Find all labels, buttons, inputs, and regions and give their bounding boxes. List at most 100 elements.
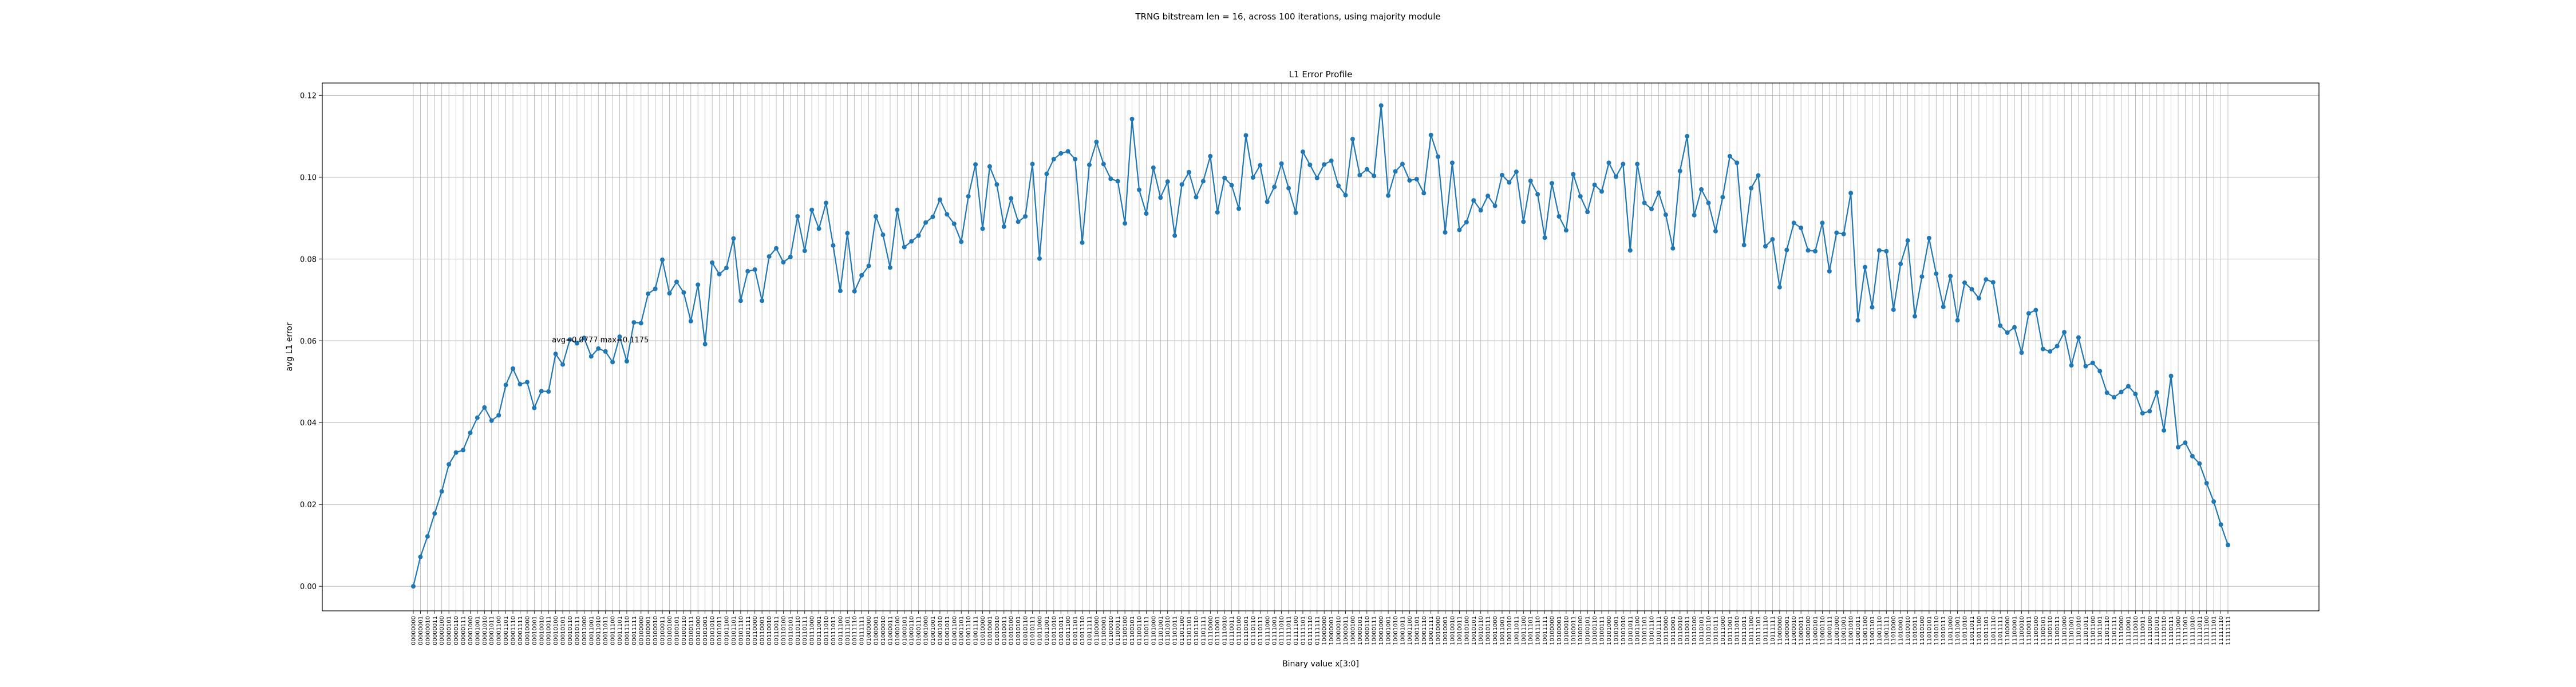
x-tick-label: 00011110 [624,616,630,645]
plot-frame [322,82,2320,611]
data-point [1905,238,1910,243]
x-tick-label: 11100011 [2026,616,2032,645]
x-tick-label: 01010111 [1030,616,1036,645]
x-tick-label: 11011011 [1969,616,1976,645]
data-point [1293,210,1298,215]
data-point [2154,390,2159,395]
data-point [1172,233,1178,238]
x-tick-label: 10000001 [1329,616,1335,645]
data-point [2140,410,2145,416]
x-tick-label: 11100010 [2019,616,2025,645]
x-tick-label: 00100010 [653,616,659,645]
data-point [1848,191,1854,196]
x-tick-label: 10011011 [1514,616,1520,645]
x-tick-label: 00001110 [511,616,517,645]
data-point [1777,285,1782,290]
x-tick-label: 11110111 [2168,616,2175,645]
data-point [511,366,516,371]
x-tick-label: 00100000 [638,616,645,645]
x-tick-label: 00000001 [418,616,424,645]
data-point [1428,132,1433,137]
grid-layer [322,83,2319,611]
x-tick-label: 01000100 [895,616,901,645]
data-point [411,584,416,589]
data-point [2104,390,2109,396]
data-point [1969,287,1974,292]
x-tick-label: 10100100 [1578,616,1584,645]
data-point [496,413,501,418]
data-point [1891,307,1896,312]
data-point [2211,499,2217,504]
data-point [1464,220,1469,225]
data-point [1357,172,1362,177]
data-point [2062,330,2067,335]
data-point [1542,235,1547,240]
x-tick-label: 11010011 [1913,616,1919,645]
x-tick-label: 10100111 [1599,616,1606,645]
x-tick-label: 10010110 [1478,616,1484,645]
x-tick-label: 10110100 [1692,616,1698,645]
x-tick-label: 01100111 [1144,616,1150,645]
data-point [1649,207,1654,212]
data-point [1841,231,1846,236]
x-tick-label: 01000011 [887,616,894,645]
x-tick-label: 10101001 [1613,616,1619,645]
data-point [1322,162,1327,167]
data-point [1984,277,1989,282]
x-tick-label: 00001111 [517,616,524,645]
x-tick-label: 11101010 [2076,616,2082,645]
x-tick-label: 01100100 [1123,616,1129,645]
data-point [1663,212,1668,218]
series-line [412,105,2229,587]
x-tick-label: 11001101 [1870,616,1876,645]
data-point [2162,428,2167,433]
data-point [2190,453,2195,459]
x-tick-label: 01101111 [1200,616,1207,645]
x-tick-label: 00010111 [574,616,580,645]
x-tick-label: 01101100 [1179,616,1186,645]
x-tick-label: 00011011 [603,616,609,645]
data-point [831,243,836,248]
data-point [2019,350,2024,356]
x-tick-label: 01101011 [1172,616,1179,645]
data-point [1250,175,1255,180]
data-point [781,260,786,265]
data-point [923,220,929,225]
x-tick-label: 00100111 [688,616,694,645]
data-point [1436,154,1441,159]
data-point [432,511,437,516]
data-point [1208,153,1213,159]
data-point [1144,211,1149,216]
data-point [909,239,914,244]
data-point [681,290,686,295]
x-tick-label: 11110011 [2140,616,2146,645]
x-tick-label: 00101100 [724,616,730,645]
data-point [731,236,736,241]
x-tick-label: 11110001 [2125,616,2132,645]
x-tick-label: 00110111 [802,616,808,645]
x-tick-label: 10010011 [1457,616,1463,645]
data-point [1756,173,1761,178]
x-tick-label: 11010101 [1926,616,1933,645]
x-tick-label: 00110001 [760,616,766,645]
x-tick-label: 10111100 [1749,616,1755,645]
data-point [1016,219,1021,224]
data-point [1990,280,1996,285]
data-point [1578,194,1583,199]
x-tick-label: 01110011 [1229,616,1235,645]
x-axis-label: Binary value x[3:0] [1282,660,1359,669]
data-point [418,554,423,559]
x-tick-label: 10001101 [1414,616,1420,645]
x-tick-label: 11001001 [1841,616,1847,645]
x-tick-label: 10000011 [1343,616,1349,645]
x-tick-label: 00100001 [646,616,652,645]
data-point [710,260,715,265]
data-point [1656,190,1661,195]
x-tick-label: 11110100 [2147,616,2154,645]
data-point [1001,224,1006,229]
data-point [987,164,992,169]
data-point [2048,349,2053,354]
x-tick-label: 11011111 [1998,616,2004,645]
data-point [489,418,494,423]
series-layer [411,103,2230,589]
